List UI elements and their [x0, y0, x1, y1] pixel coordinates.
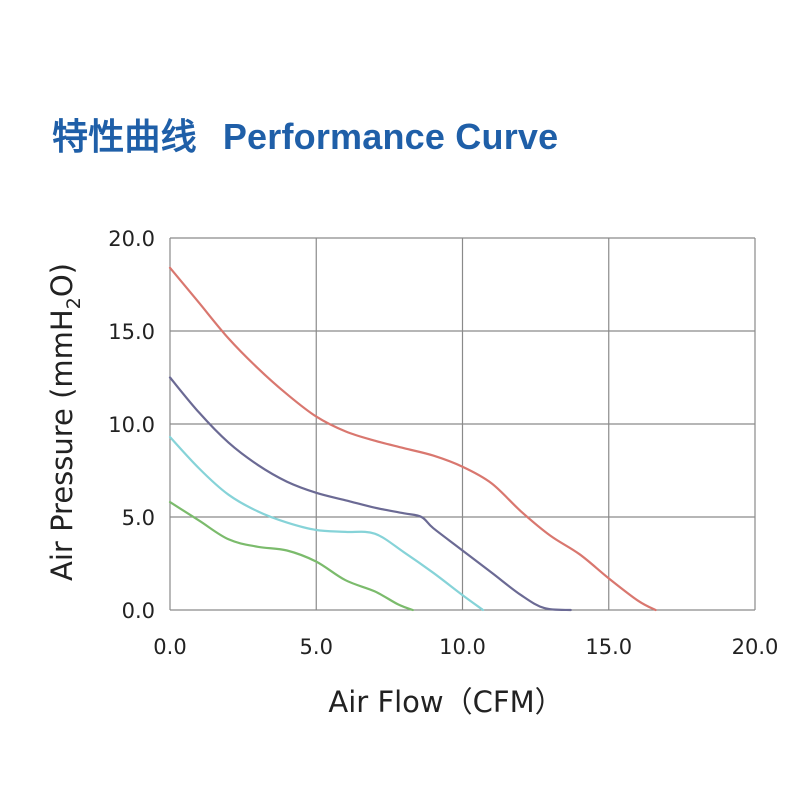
chart-grid [169, 237, 756, 611]
x-tick-label: 0.0 [153, 635, 186, 659]
x-axis-label: Air Flow（CFM） [328, 685, 563, 719]
y-tick-label: 20.0 [108, 227, 155, 251]
series-line-3 [168, 435, 485, 612]
chart-title-cn: 特性曲线 [52, 116, 197, 157]
y-tick-label: 0.0 [122, 599, 155, 623]
y-axis-label: Air Pressure (mmH2O) [45, 263, 85, 581]
y-tick-label: 5.0 [122, 506, 155, 530]
x-tick-label: 15.0 [585, 635, 632, 659]
x-tick-label: 5.0 [300, 635, 333, 659]
x-tick-label: 10.0 [439, 635, 486, 659]
x-tick-label: 20.0 [732, 635, 779, 659]
chart-title: 特性曲线 Performance Curve [52, 108, 558, 160]
chart-series [168, 266, 657, 612]
y-tick-label: 15.0 [108, 320, 155, 344]
chart-ticks: 0.0 5.0 10.0 15.0 20.0 0.0 5.0 10.0 15.0 20.0 [108, 227, 778, 659]
series-line-1 [168, 266, 657, 612]
y-tick-label: 10.0 [108, 413, 155, 437]
series-line-4 [168, 501, 414, 612]
chart-title-en: Performance Curve [222, 116, 559, 157]
series-line-2 [168, 376, 572, 612]
